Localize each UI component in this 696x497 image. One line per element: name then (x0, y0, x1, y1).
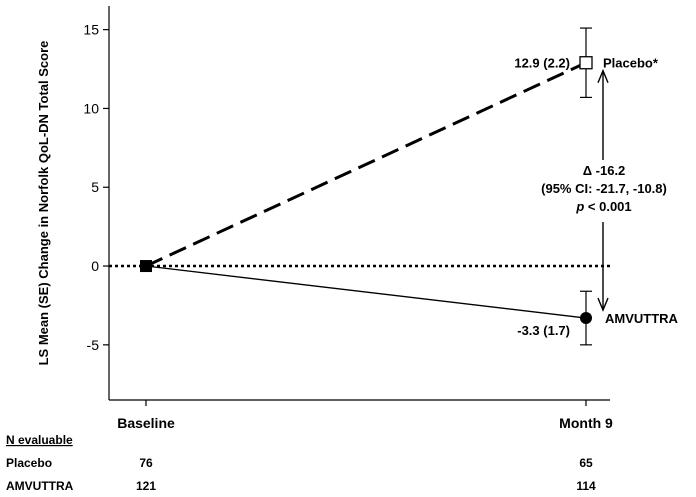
series-line-amvuttra (145, 265, 587, 319)
label-group: 12.9 (2.2) Placebo* -3.3 (1.7) AMVUTTRA (514, 56, 678, 338)
series-name-placebo: Placebo* (603, 56, 659, 71)
table-row-placebo-baseline: 76 (139, 456, 153, 470)
axes: -5 0 5 10 15 Baseline Month 9 LS Mean (SE) Chan… (36, 6, 613, 431)
series-group (140, 27, 593, 346)
table-header: N evaluable (6, 433, 73, 447)
table-row-placebo-label: Placebo (6, 456, 52, 470)
marker-baseline (140, 260, 152, 273)
p-rest: < 0.001 (584, 199, 631, 214)
p-value-text: p < 0.001 (575, 199, 631, 214)
n-evaluable-table: N evaluable Placebo 76 65 AMVUTTRA 121 1… (6, 433, 596, 493)
annotation-group: Δ -16.2 (95% CI: -21.7, -10.8) p < 0.001 (541, 68, 667, 312)
x-tick-label: Baseline (117, 415, 175, 431)
series-line-placebo (145, 61, 587, 268)
marker-placebo-month9 (579, 56, 593, 70)
y-tick-label: -5 (87, 337, 100, 353)
table-row-amvuttra-label: AMVUTTRA (6, 479, 74, 493)
delta-arrow-down-head (597, 297, 609, 312)
y-tick-label: 0 (91, 258, 99, 274)
y-axis-label: LS Mean (SE) Change in Norfolk QoL-DN To… (36, 41, 51, 366)
p-italic: p (575, 199, 584, 214)
series-name-amvuttra: AMVUTTRA (605, 311, 679, 326)
table-row-amvuttra-baseline: 121 (136, 479, 156, 493)
y-tick-label: 5 (91, 179, 99, 195)
x-tick-label: Month 9 (559, 415, 613, 431)
delta-arrow-up-head (597, 68, 609, 84)
point-label-placebo: 12.9 (2.2) (514, 56, 570, 71)
delta-ci-text: (95% CI: -21.7, -10.8) (541, 181, 667, 196)
y-tick-label: 10 (83, 100, 99, 116)
marker-amvuttra-month9 (580, 312, 592, 325)
point-label-amvuttra: -3.3 (1.7) (517, 323, 570, 338)
table-row-amvuttra-month9: 114 (576, 479, 596, 493)
delta-text: Δ -16.2 (583, 163, 626, 178)
y-tick-label: 15 (83, 22, 99, 38)
table-row-placebo-month9: 65 (579, 456, 593, 470)
